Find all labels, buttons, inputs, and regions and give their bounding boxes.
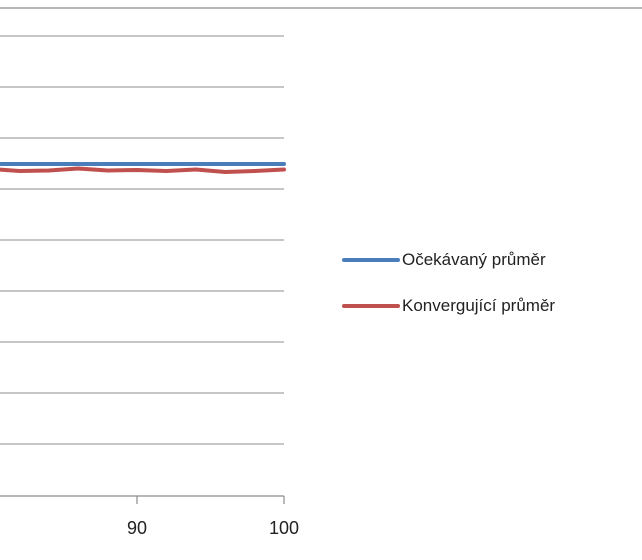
legend-label-expected: Očekávaný průměr [402,250,546,269]
legend-label-converging: Konvergující průměr [402,296,556,315]
x-axis [0,495,285,504]
legend-swatch-expected [342,258,400,262]
legend-item-converging: Konvergující průměr [342,292,632,320]
legend: Očekávaný průměr Konvergující průměr [342,246,632,338]
x-tick-labels: 90 100 [127,518,299,538]
legend-swatch-converging [342,304,400,308]
gridlines [0,7,642,445]
legend-item-expected: Očekávaný průměr [342,246,632,274]
series-line-converging [0,166,286,174]
series-lines [0,162,286,174]
x-tick-label: 100 [269,518,299,538]
x-tick-label: 90 [127,518,147,538]
